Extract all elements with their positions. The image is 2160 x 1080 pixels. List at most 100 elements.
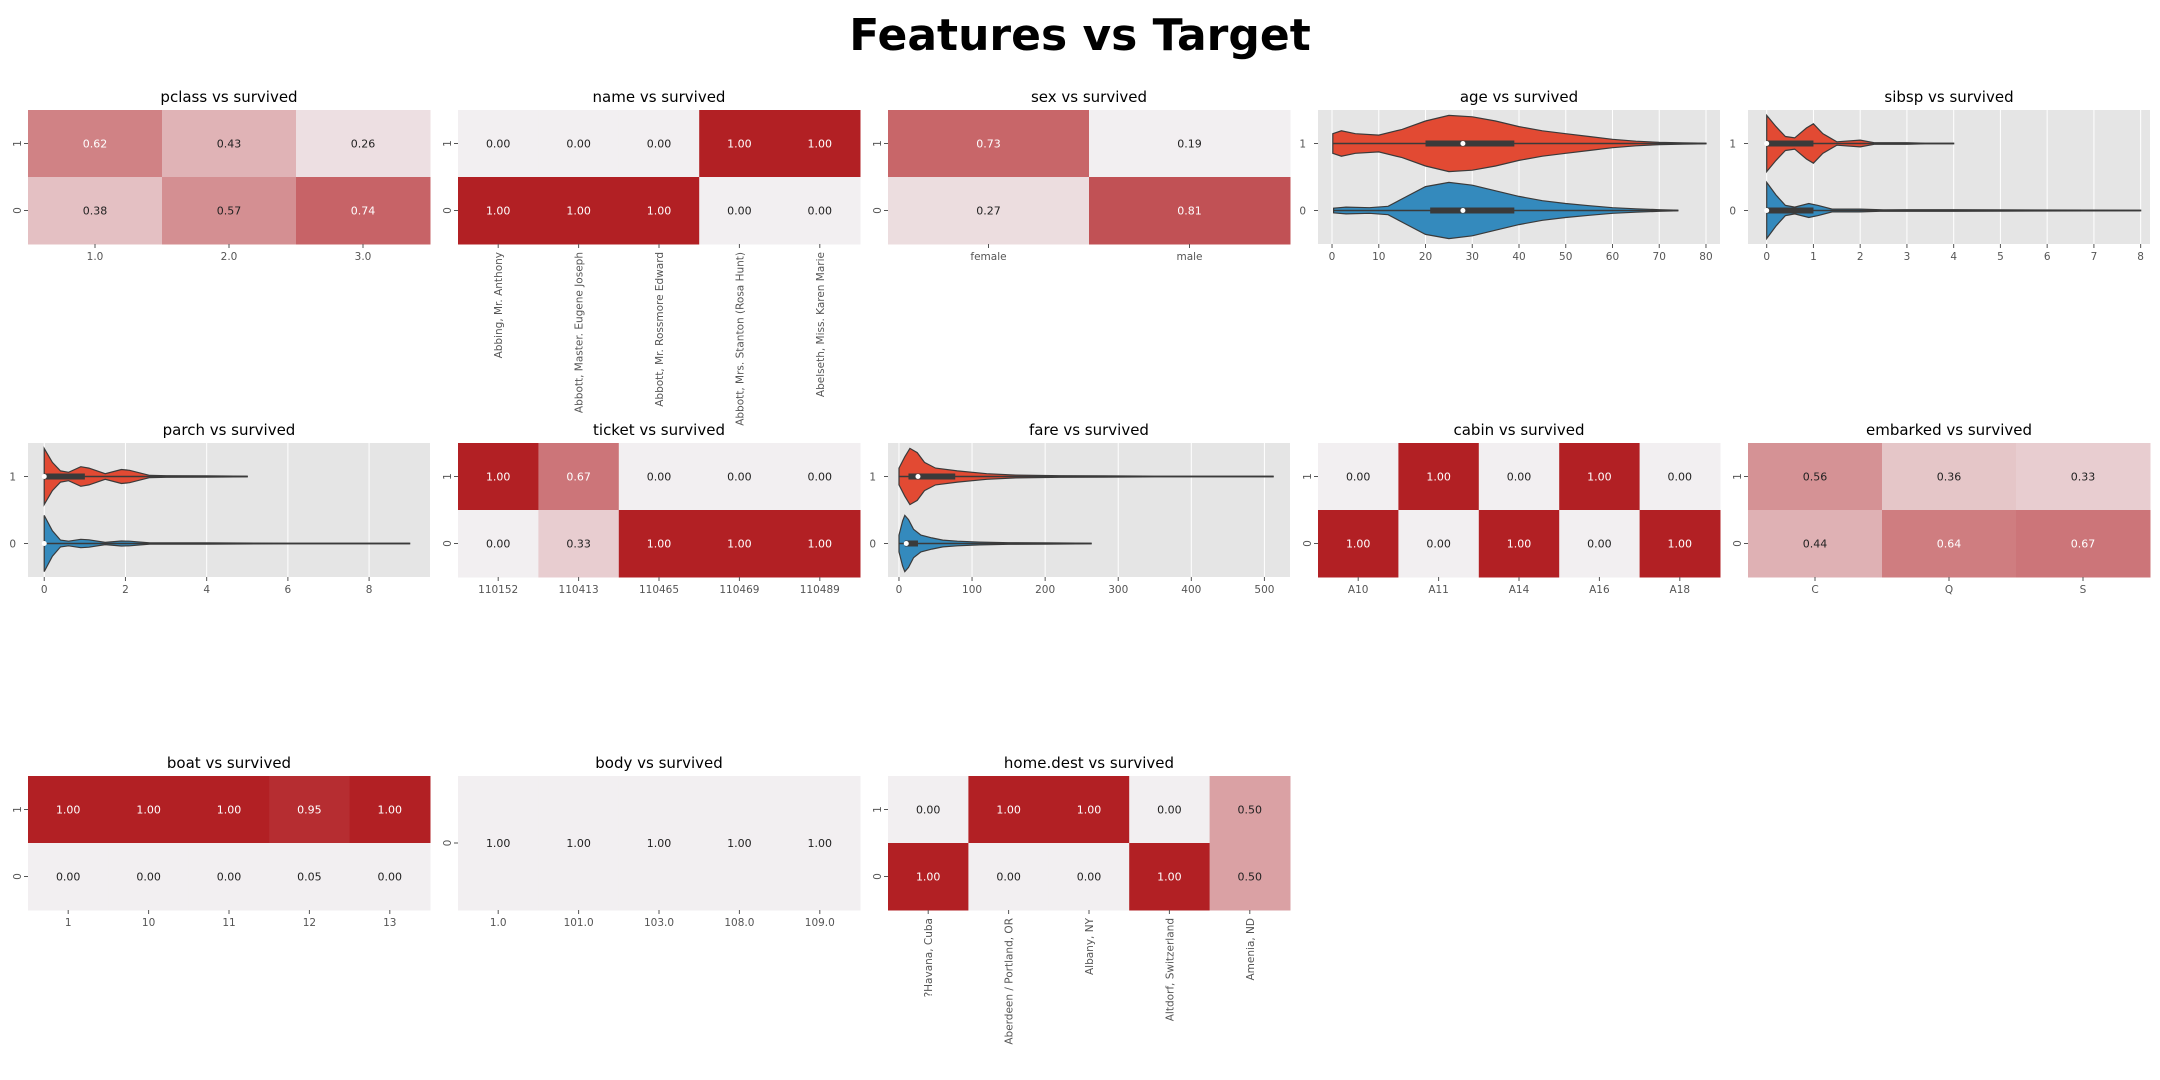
cell-value-label: 1.00 (486, 837, 511, 850)
cell-value-label: 1.00 (647, 538, 672, 551)
cell-value-label: 0.81 (1177, 205, 1202, 218)
heatmap-cell (458, 443, 539, 511)
heatmap-cell (458, 110, 539, 178)
heatmap-cell (1882, 510, 2017, 578)
heatmap-panel-0: pclass vs survived 0.62 0.43 0.26 0.38 0.57 0.… (12, 88, 431, 263)
x-tick-label: 110469 (719, 584, 759, 596)
heatmap-cell (968, 776, 1050, 844)
cell-value-label: 0.50 (1238, 804, 1263, 817)
y-tick-label: 1 (872, 140, 884, 147)
cell-value-label: 0.62 (83, 138, 108, 151)
heatmap-cell (1748, 443, 1883, 511)
heatmap-cell (968, 843, 1050, 911)
heatmap-cell (618, 177, 700, 245)
x-tick-label: A18 (1670, 584, 1691, 596)
cell-value-label: 0.26 (351, 138, 376, 151)
panel-title: ticket vs survived (593, 421, 725, 439)
heatmap-cell (699, 110, 781, 178)
heatmap-cell (1318, 443, 1399, 511)
violin-median-dot (1764, 208, 1770, 213)
heatmap-cell (538, 177, 620, 245)
cell-value-label: 0.00 (916, 804, 941, 817)
heatmap-cell (618, 776, 700, 911)
violin-iqr-box (1430, 207, 1515, 214)
heatmap-panel-11: body vs survived 1.00 1.00 1.00 1.00 1.00 0 1.0… (442, 754, 861, 929)
heatmap-panel-10: boat vs survived 1.00 1.00 1.00 0.95 1.00 0.00… (12, 754, 431, 929)
x-tick-label: 5 (1997, 251, 2004, 263)
x-tick-label: ?Havana, Cuba (923, 918, 935, 997)
x-tick-label: Altdorf, Switzerland (1164, 918, 1176, 1021)
x-tick-label: A14 (1509, 584, 1530, 596)
cell-value-label: 0.33 (2071, 471, 2096, 484)
violin-panel-7: fare vs survived 0 100 200 300 400 500 1 0 (869, 421, 1290, 596)
x-tick-label: 4 (203, 584, 210, 596)
cell-value-label: 0.73 (976, 138, 1001, 151)
cell-value-label: 0.74 (351, 205, 376, 218)
y-tick-label: 1 (12, 140, 24, 147)
cell-value-label: 0.64 (1937, 538, 1962, 551)
cell-value-label: 1.00 (1426, 471, 1451, 484)
violin-median-dot (41, 541, 47, 546)
cell-value-label: 0.00 (647, 471, 672, 484)
cell-value-label: 0.00 (1668, 471, 1693, 484)
heatmap-cell (779, 776, 861, 911)
x-tick-label: 60 (1606, 251, 1619, 263)
heatmap-cell (888, 843, 969, 911)
x-tick-label: male (1176, 251, 1202, 263)
x-tick-label: female (970, 251, 1006, 263)
violin-median-dot (1460, 208, 1466, 213)
heatmap-cell (458, 177, 539, 245)
violin-iqr-box (44, 473, 85, 480)
heatmap-cell (1639, 443, 1721, 511)
heatmap-cell (699, 776, 781, 911)
heatmap-cell (1478, 443, 1560, 511)
heatmap-cell (779, 110, 861, 178)
cell-value-label: 1.00 (136, 804, 161, 817)
x-tick-label: 7 (2091, 251, 2098, 263)
panel-title: embarked vs survived (1866, 421, 2032, 439)
x-tick-label: 30 (1466, 251, 1479, 263)
x-tick-label: 110413 (559, 584, 599, 596)
y-tick-label: 1 (1729, 139, 1736, 151)
panel-title: boat vs survived (167, 754, 291, 772)
panel-title: cabin vs survived (1453, 421, 1584, 439)
x-tick-label: 6 (2044, 251, 2051, 263)
x-tick-label: 1.0 (490, 917, 507, 929)
heatmap-cell (269, 776, 351, 844)
x-tick-label: 108.0 (724, 917, 754, 929)
violin-median-dot (1460, 141, 1466, 146)
heatmap-cell (296, 110, 431, 178)
cell-value-label: 1.00 (1157, 871, 1182, 884)
cell-value-label: 0.33 (566, 538, 591, 551)
heatmap-cell (458, 510, 539, 578)
violin-median-dot (41, 474, 47, 479)
heatmap-cell (538, 443, 620, 511)
cell-value-label: 1.00 (647, 837, 672, 850)
x-tick-label: 400 (1181, 584, 1201, 596)
cell-value-label: 0.00 (1346, 471, 1371, 484)
heatmap-cell (779, 510, 861, 578)
panel-title: body vs survived (595, 754, 723, 772)
cell-value-label: 0.00 (727, 471, 752, 484)
cell-value-label: 0.19 (1177, 138, 1202, 151)
plot-background (28, 443, 430, 577)
heatmap-cell (1129, 776, 1211, 844)
x-tick-label: A10 (1348, 584, 1369, 596)
x-tick-label: 200 (1035, 584, 1055, 596)
y-tick-label: 0 (1302, 540, 1314, 547)
cell-value-label: 0.05 (297, 871, 322, 884)
cell-value-label: 0.00 (56, 871, 81, 884)
violin-iqr-box (908, 473, 956, 480)
cell-value-label: 0.00 (217, 871, 242, 884)
cell-value-label: 0.00 (1426, 538, 1451, 551)
heatmap-cell (162, 110, 297, 178)
x-tick-label: 0 (1763, 251, 1770, 263)
heatmap-cell (1129, 843, 1211, 911)
heatmap-panel-12: home.dest vs survived 0.00 1.00 1.00 0.00 0.5… (872, 754, 1291, 1045)
x-tick-label: Albany, NY (1084, 917, 1096, 975)
cell-value-label: 0.00 (808, 205, 833, 218)
x-tick-label: 4 (1950, 251, 1957, 263)
heatmap-cell (108, 776, 190, 844)
